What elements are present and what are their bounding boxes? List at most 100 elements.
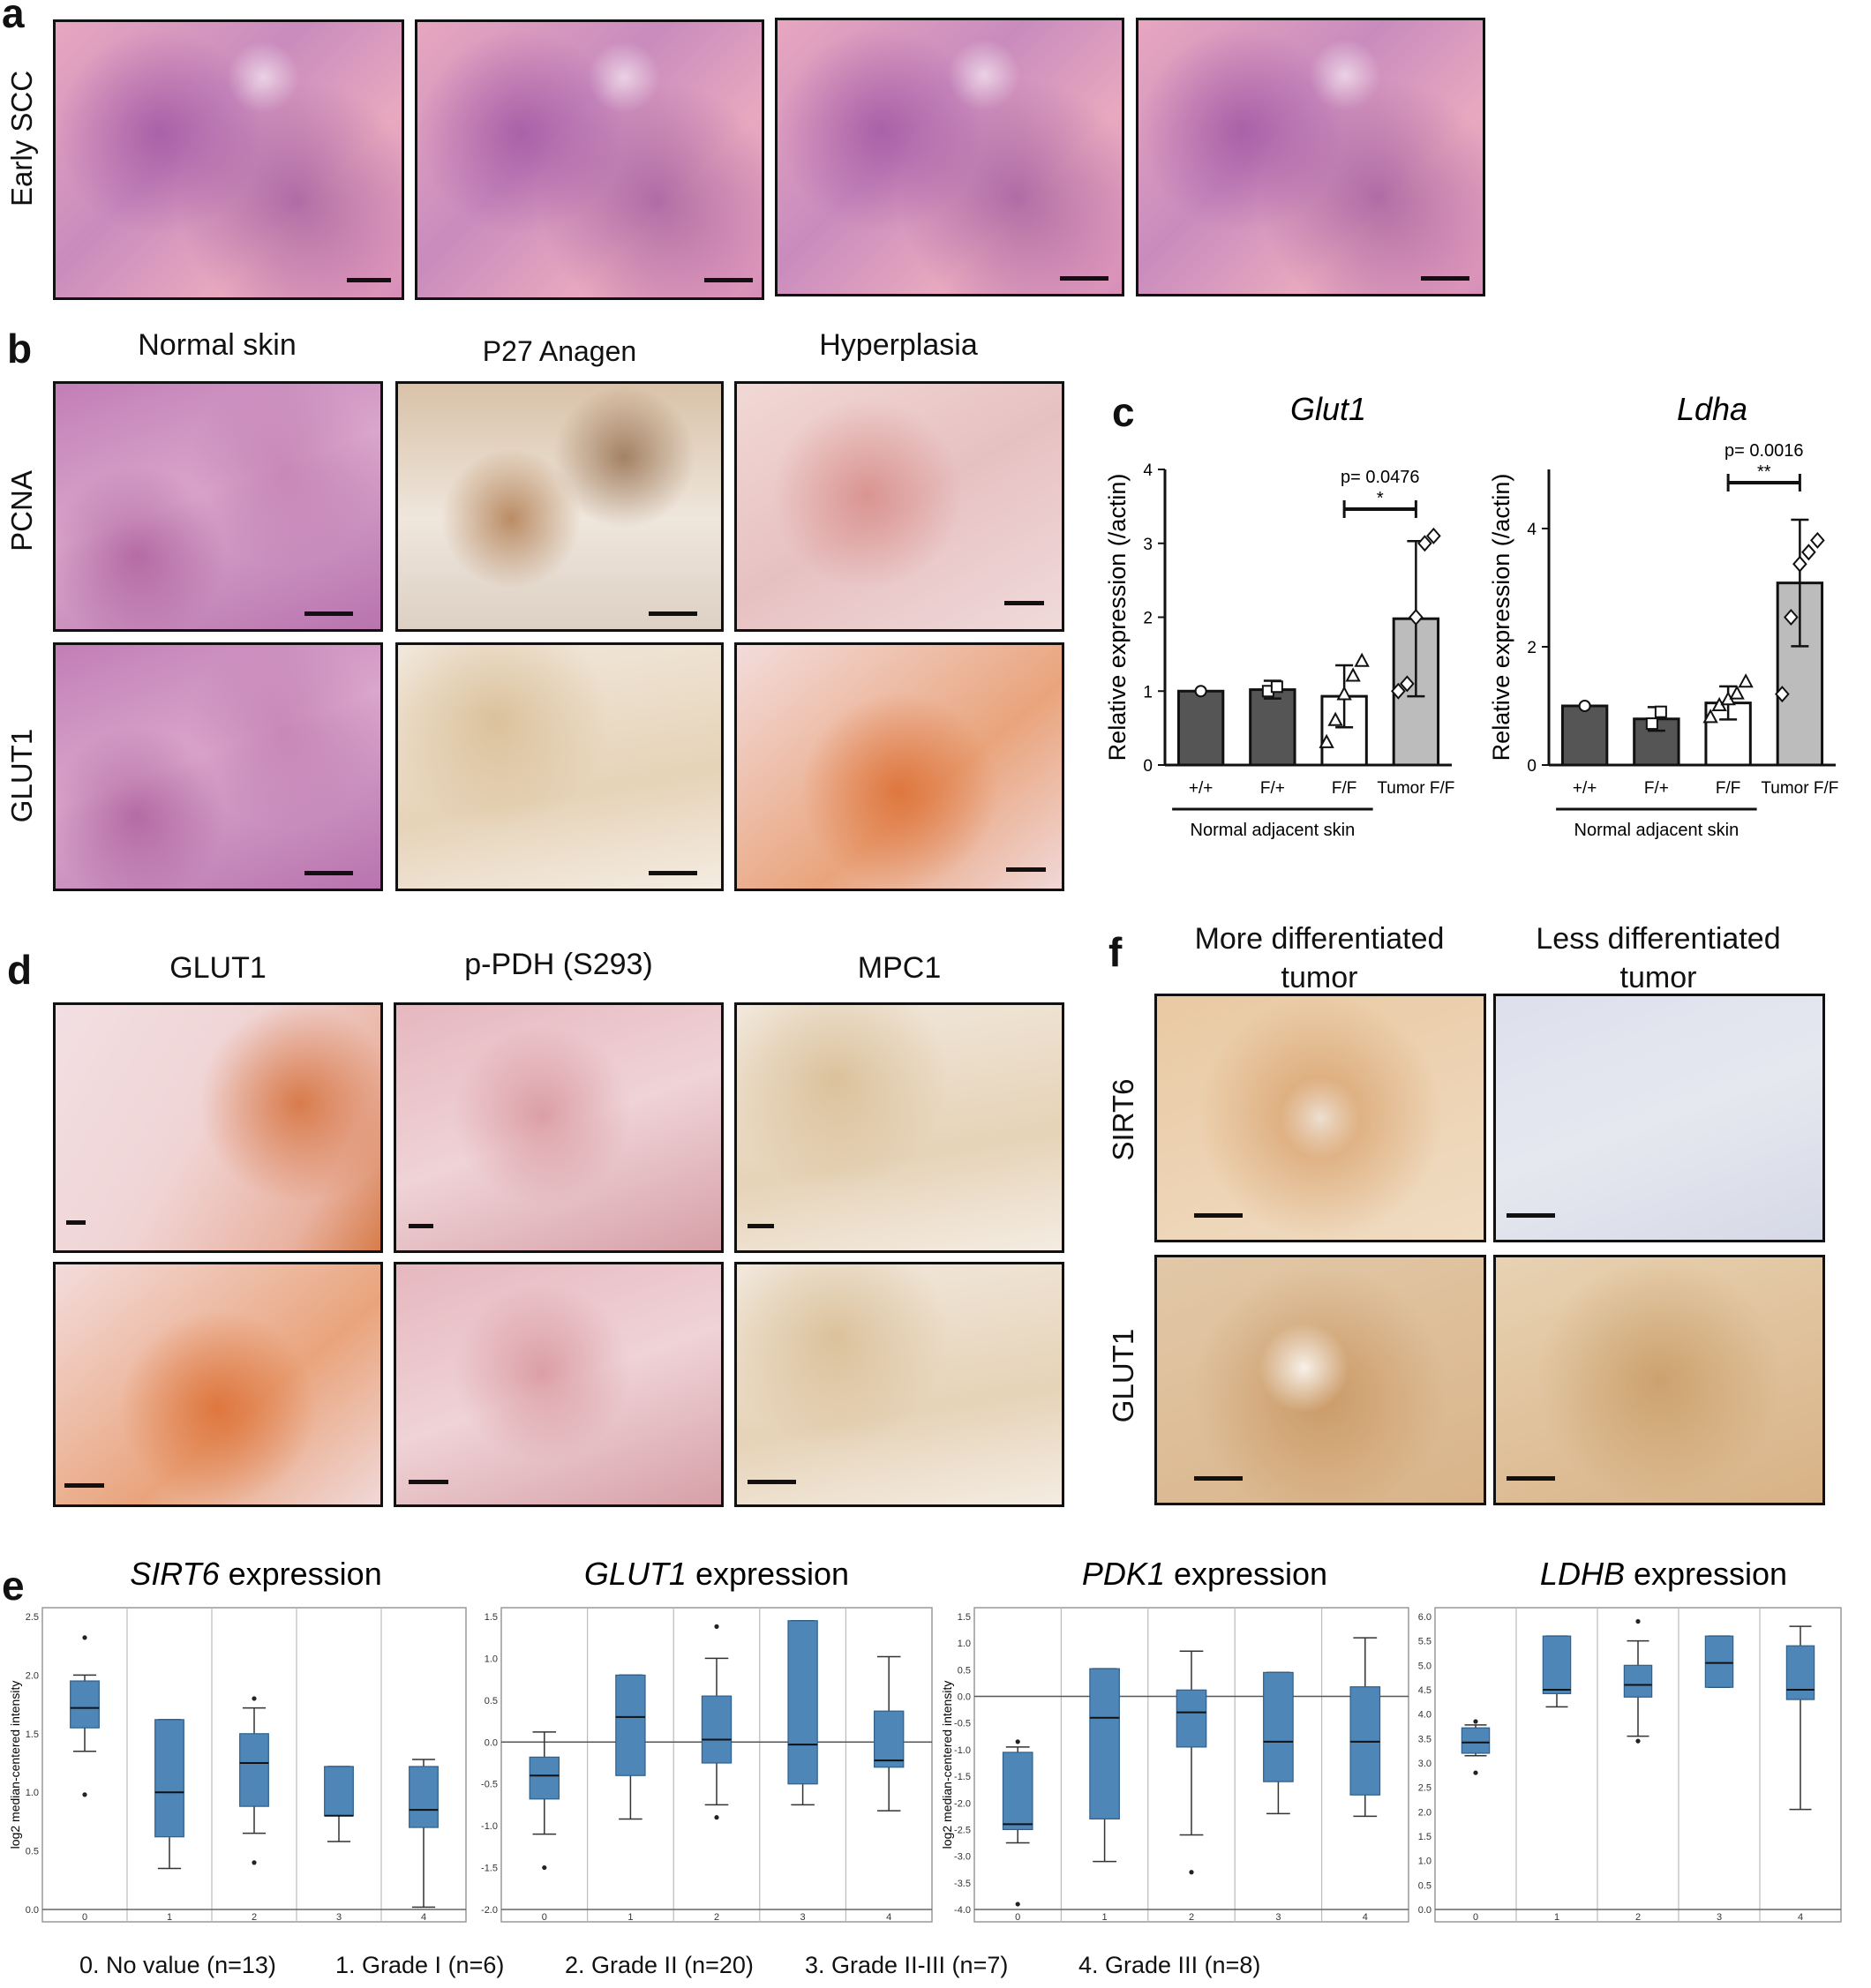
bar-+/+ xyxy=(1176,689,1225,767)
x-tick-label: 1 xyxy=(627,1912,633,1923)
outlier-point xyxy=(714,1624,719,1629)
legend-item-0: 0. No value (n=13) xyxy=(79,1952,276,1978)
data-point xyxy=(1354,652,1370,667)
y-tick-label: -1.0 xyxy=(481,1821,498,1832)
panel-label-f: f xyxy=(1108,929,1123,975)
y-tick-label: 1.0 xyxy=(958,1639,971,1649)
y-tick-label: 2 xyxy=(1143,610,1153,628)
outlier-point xyxy=(252,1696,257,1701)
y-tick-label: -1.5 xyxy=(954,1772,971,1782)
y-tick-label: 1 xyxy=(1143,683,1153,701)
y-tick-label: -2.0 xyxy=(481,1905,498,1916)
y-tick-label: 2.5 xyxy=(1418,1783,1431,1794)
micrograph-a3 xyxy=(775,18,1124,296)
box xyxy=(1542,1635,1572,1695)
chart-title-ldha: Ldha xyxy=(1677,391,1747,427)
p-value: p= 0.0476 xyxy=(1341,468,1420,487)
x-tick-label: 2 xyxy=(1189,1912,1194,1923)
micrograph-b-pcna-normal xyxy=(53,381,383,632)
y-tick-label: -3.5 xyxy=(954,1879,971,1889)
outlier-point xyxy=(714,1815,719,1820)
micrograph-b-glut1-anagen xyxy=(395,642,724,891)
data-point xyxy=(1426,527,1441,544)
y-tick-label: 1.5 xyxy=(485,1612,498,1623)
micrograph-d-ppdh-high xyxy=(394,1262,724,1507)
data-point xyxy=(1345,667,1361,682)
micrograph-a1 xyxy=(53,19,404,300)
chart-title-glut1: Glut1 xyxy=(1290,391,1366,427)
box xyxy=(1623,1664,1653,1698)
y-axis-label: Relative expression (/actin) xyxy=(1104,474,1131,761)
micrograph-a4 xyxy=(1136,18,1485,296)
data-point xyxy=(1336,686,1352,701)
y-tick-label: 0.0 xyxy=(958,1692,971,1703)
outlier-point xyxy=(1015,1739,1020,1744)
y-tick-label: 1.0 xyxy=(1418,1857,1431,1867)
micrograph-d-glut1-low xyxy=(53,1002,383,1253)
bar-+/+ xyxy=(1560,704,1609,767)
bar-F/+ xyxy=(1249,688,1296,767)
x-tick-label: 2 xyxy=(252,1912,257,1923)
row-label-early-scc: Early SCC xyxy=(5,70,38,206)
y-tick-label: -0.5 xyxy=(481,1780,498,1790)
y-tick-label: 1.5 xyxy=(26,1729,39,1740)
panel-label-e: e xyxy=(2,1563,25,1609)
micrograph-b-glut1-normal xyxy=(53,642,383,891)
significance-stars: ** xyxy=(1757,462,1771,482)
y-axis-label: Relative expression (/actin) xyxy=(1488,474,1514,761)
data-point xyxy=(1738,673,1754,688)
outlier-point xyxy=(1635,1618,1641,1624)
y-tick-label: 0 xyxy=(1143,757,1153,776)
micrograph-f-sirt6-less xyxy=(1493,994,1825,1242)
legend-item-3: 3. Grade II-III (n=7) xyxy=(805,1952,1009,1978)
col-title-less-differentiated: Less differentiated tumor xyxy=(1536,922,1781,994)
y-tick-label: 1.0 xyxy=(26,1788,39,1798)
y-axis-label: log2 median-centered intensity xyxy=(940,1681,954,1849)
significance-stars: * xyxy=(1377,489,1384,508)
x-tick-label: 2 xyxy=(714,1912,719,1923)
x-tick-label: Tumor F/F xyxy=(1761,779,1838,798)
x-tick-label: +/+ xyxy=(1573,779,1597,798)
x-tick-label: 0 xyxy=(542,1912,547,1923)
y-tick-label: 0.0 xyxy=(485,1737,498,1748)
chart-title-sirt6: SIRT6 expression xyxy=(130,1556,381,1592)
y-tick-label: -1.5 xyxy=(481,1864,498,1874)
panel-label-c: c xyxy=(1112,389,1135,435)
outlier-point xyxy=(1015,1902,1020,1907)
data-point xyxy=(1792,555,1807,573)
x-tick-label: F/F xyxy=(1332,779,1357,798)
p-value: p= 0.0016 xyxy=(1724,441,1804,461)
y-tick-label: 3.5 xyxy=(1418,1734,1431,1744)
micrograph-b-pcna-anagen xyxy=(395,381,724,632)
micrograph-a2 xyxy=(415,19,764,300)
y-tick-label: -2.5 xyxy=(954,1825,971,1835)
data-point xyxy=(1702,709,1718,724)
chart-expression-boxplots: SIRT6 expression log2 median-centered int… xyxy=(8,1556,1842,1923)
legend-item-1: 1. Grade I (n=6) xyxy=(335,1952,505,1978)
box xyxy=(787,1620,818,1785)
outlier-point xyxy=(82,1635,87,1640)
col-title-p27-anagen: P27 Anagen xyxy=(482,335,637,367)
box xyxy=(324,1766,354,1817)
box xyxy=(1263,1671,1294,1782)
y-axis-label: log2 median-centered intensity xyxy=(8,1681,22,1849)
y-tick-label: -1.0 xyxy=(954,1745,971,1756)
y-tick-label: 2 xyxy=(1527,639,1537,657)
x-tick-label: 4 xyxy=(421,1912,426,1923)
data-point xyxy=(1319,733,1334,748)
x-tick-label: 0 xyxy=(1015,1912,1020,1923)
col-title-more-differentiated: More differentiated tumor xyxy=(1194,922,1445,994)
box xyxy=(154,1719,184,1838)
data-point xyxy=(1578,700,1591,712)
y-tick-label: 6.0 xyxy=(1418,1612,1431,1623)
micrograph-d-ppdh-low xyxy=(394,1002,724,1253)
x-tick-label: 3 xyxy=(336,1912,342,1923)
micrograph-d-mpc1-low xyxy=(734,1002,1064,1253)
y-tick-label: 5.0 xyxy=(1418,1661,1431,1671)
y-tick-label: 4.0 xyxy=(1418,1710,1431,1721)
y-tick-label: -4.0 xyxy=(954,1905,971,1916)
x-tick-label: 0 xyxy=(82,1912,87,1923)
data-point xyxy=(1400,675,1415,693)
data-point xyxy=(1409,608,1424,626)
row-label-glut1-f: GLUT1 xyxy=(1107,1328,1139,1423)
